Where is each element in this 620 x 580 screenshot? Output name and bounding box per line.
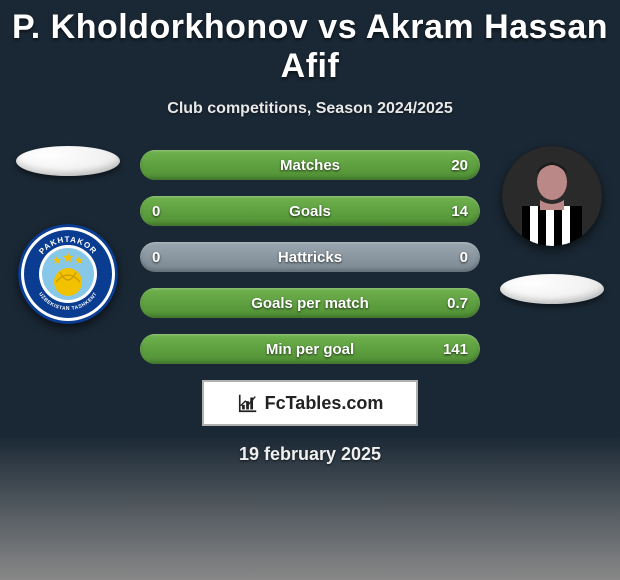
- right-player-avatar: [502, 146, 602, 246]
- bar-label: Hattricks: [140, 242, 480, 272]
- bar-value-left: 0: [152, 196, 160, 226]
- right-name-ellipse: [500, 274, 604, 304]
- stat-bar: Goals per match0.7: [140, 288, 480, 318]
- stat-bar: Min per goal141: [140, 334, 480, 364]
- pakhtakor-badge-icon: PAKHTAKOR UZBEKISTAN TASHKENT: [18, 224, 118, 324]
- stat-bars: Matches20Goals014Hattricks00Goals per ma…: [140, 146, 480, 364]
- stat-bar: Hattricks0 0: [140, 242, 480, 272]
- chart-icon: [237, 392, 259, 414]
- page-subtitle: Club competitions, Season 2024/2025: [0, 100, 620, 118]
- bar-label: Goals per match: [140, 288, 480, 318]
- bar-value-right: 141: [443, 334, 468, 364]
- comparison-content: PAKHTAKOR UZBEKISTAN TASHKENT: [0, 146, 620, 364]
- bar-value-right: 0.7: [447, 288, 468, 318]
- left-club-badge: PAKHTAKOR UZBEKISTAN TASHKENT: [18, 224, 118, 324]
- bar-value-right: 0: [460, 242, 468, 272]
- fctables-text: FcTables.com: [265, 393, 384, 414]
- stat-bar: Goals0 14: [140, 196, 480, 226]
- bar-label: Matches: [140, 150, 480, 180]
- fctables-logo: FcTables.com: [202, 380, 418, 426]
- bar-value-right: 14: [451, 196, 468, 226]
- bar-label: Goals: [140, 196, 480, 226]
- bar-value-left: 0: [152, 242, 160, 272]
- page-title: P. Kholdorkhonov vs Akram Hassan Afif: [0, 0, 620, 86]
- player-avatar-icon: [502, 146, 602, 246]
- bar-value-right: 20: [451, 150, 468, 180]
- left-column: PAKHTAKOR UZBEKISTAN TASHKENT: [8, 146, 128, 324]
- bar-label: Min per goal: [140, 334, 480, 364]
- date-text: 19 february 2025: [0, 444, 620, 465]
- right-column: [492, 146, 612, 304]
- left-name-ellipse: [16, 146, 120, 176]
- stat-bar: Matches20: [140, 150, 480, 180]
